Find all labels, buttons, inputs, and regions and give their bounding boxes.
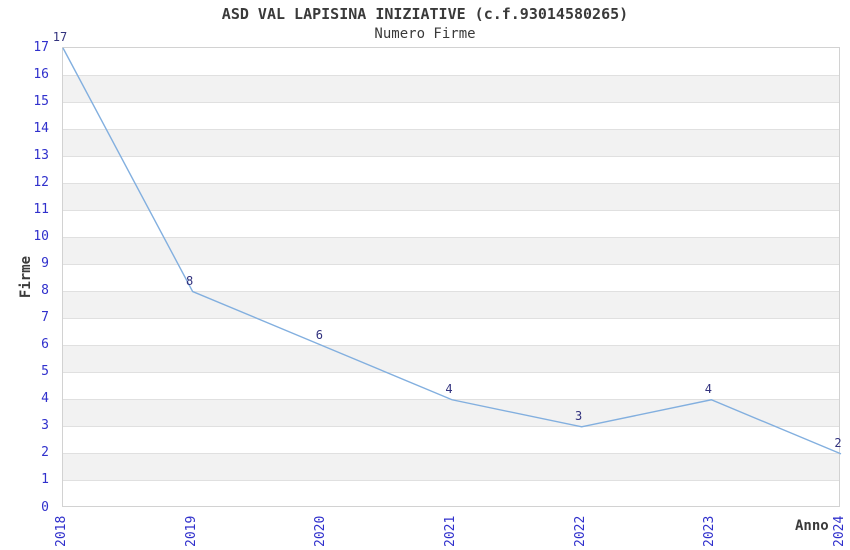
y-tick-label: 3 xyxy=(41,418,49,434)
data-point-label: 4 xyxy=(704,381,712,396)
y-tick-label: 14 xyxy=(33,120,49,136)
data-point-label: 2 xyxy=(834,435,842,450)
y-tick-label: 12 xyxy=(33,174,49,190)
y-tick-label: 1 xyxy=(41,472,49,488)
x-tick-label: 2019 xyxy=(183,515,199,547)
data-point-label: 17 xyxy=(52,30,68,44)
line-series xyxy=(62,47,842,455)
y-tick-label: 0 xyxy=(41,499,49,515)
plot-band xyxy=(63,75,839,103)
x-tick-label: 2023 xyxy=(702,515,718,547)
gridline xyxy=(63,372,839,374)
gridline xyxy=(63,155,839,157)
plot-band xyxy=(63,291,839,319)
data-point-label: 8 xyxy=(186,273,194,288)
plot-band xyxy=(63,129,839,157)
gridline xyxy=(63,318,839,320)
y-tick-label: 15 xyxy=(33,93,49,109)
plot-band xyxy=(63,453,839,481)
gridline xyxy=(63,345,839,347)
plot-band xyxy=(63,183,839,211)
x-axis-title: Anno xyxy=(795,518,829,534)
plot-band xyxy=(63,399,839,427)
chart-title: ASD VAL LAPISINA INIZIATIVE (c.f.9301458… xyxy=(221,5,629,23)
x-tick-label: 2021 xyxy=(443,515,458,547)
gridline xyxy=(63,426,839,428)
x-tick-label: 2018 xyxy=(54,515,69,547)
y-tick-label: 11 xyxy=(33,201,49,217)
y-tick-label: 2 xyxy=(41,445,49,461)
gridline xyxy=(63,291,839,293)
gridline xyxy=(63,182,839,184)
y-tick-label: 17 xyxy=(33,39,49,55)
gridline xyxy=(63,74,839,76)
chart-subtitle: Numero Firme xyxy=(374,26,476,42)
plot-area: 17 8 6 4 3 4 2 xyxy=(53,30,842,507)
gridline xyxy=(63,480,839,482)
data-point-label: 6 xyxy=(315,327,323,342)
y-tick-label: 9 xyxy=(41,255,49,271)
y-tick-label: 4 xyxy=(41,391,49,407)
plot-band xyxy=(63,345,839,373)
gridline xyxy=(63,128,839,130)
x-tick-label: 2022 xyxy=(572,515,588,547)
gridline xyxy=(63,453,839,455)
y-tick-label: 16 xyxy=(33,66,49,82)
y-tick-label: 5 xyxy=(41,364,49,380)
plot-band xyxy=(63,237,839,265)
gridline xyxy=(63,236,839,238)
y-tick-label: 6 xyxy=(41,337,49,353)
y-tick-label: 13 xyxy=(33,147,49,163)
data-point-label: 4 xyxy=(445,381,453,396)
gridline xyxy=(63,101,839,103)
gridline xyxy=(63,263,839,265)
y-tick-label: 10 xyxy=(33,228,49,244)
gridline xyxy=(63,209,839,211)
data-point-label: 3 xyxy=(575,408,583,423)
series-polyline xyxy=(62,47,842,455)
y-tick-label: 7 xyxy=(41,310,49,326)
y-tick-label: 8 xyxy=(41,283,49,299)
x-tick-label: 2024 xyxy=(832,515,847,547)
x-tick-label: 2020 xyxy=(313,515,329,547)
